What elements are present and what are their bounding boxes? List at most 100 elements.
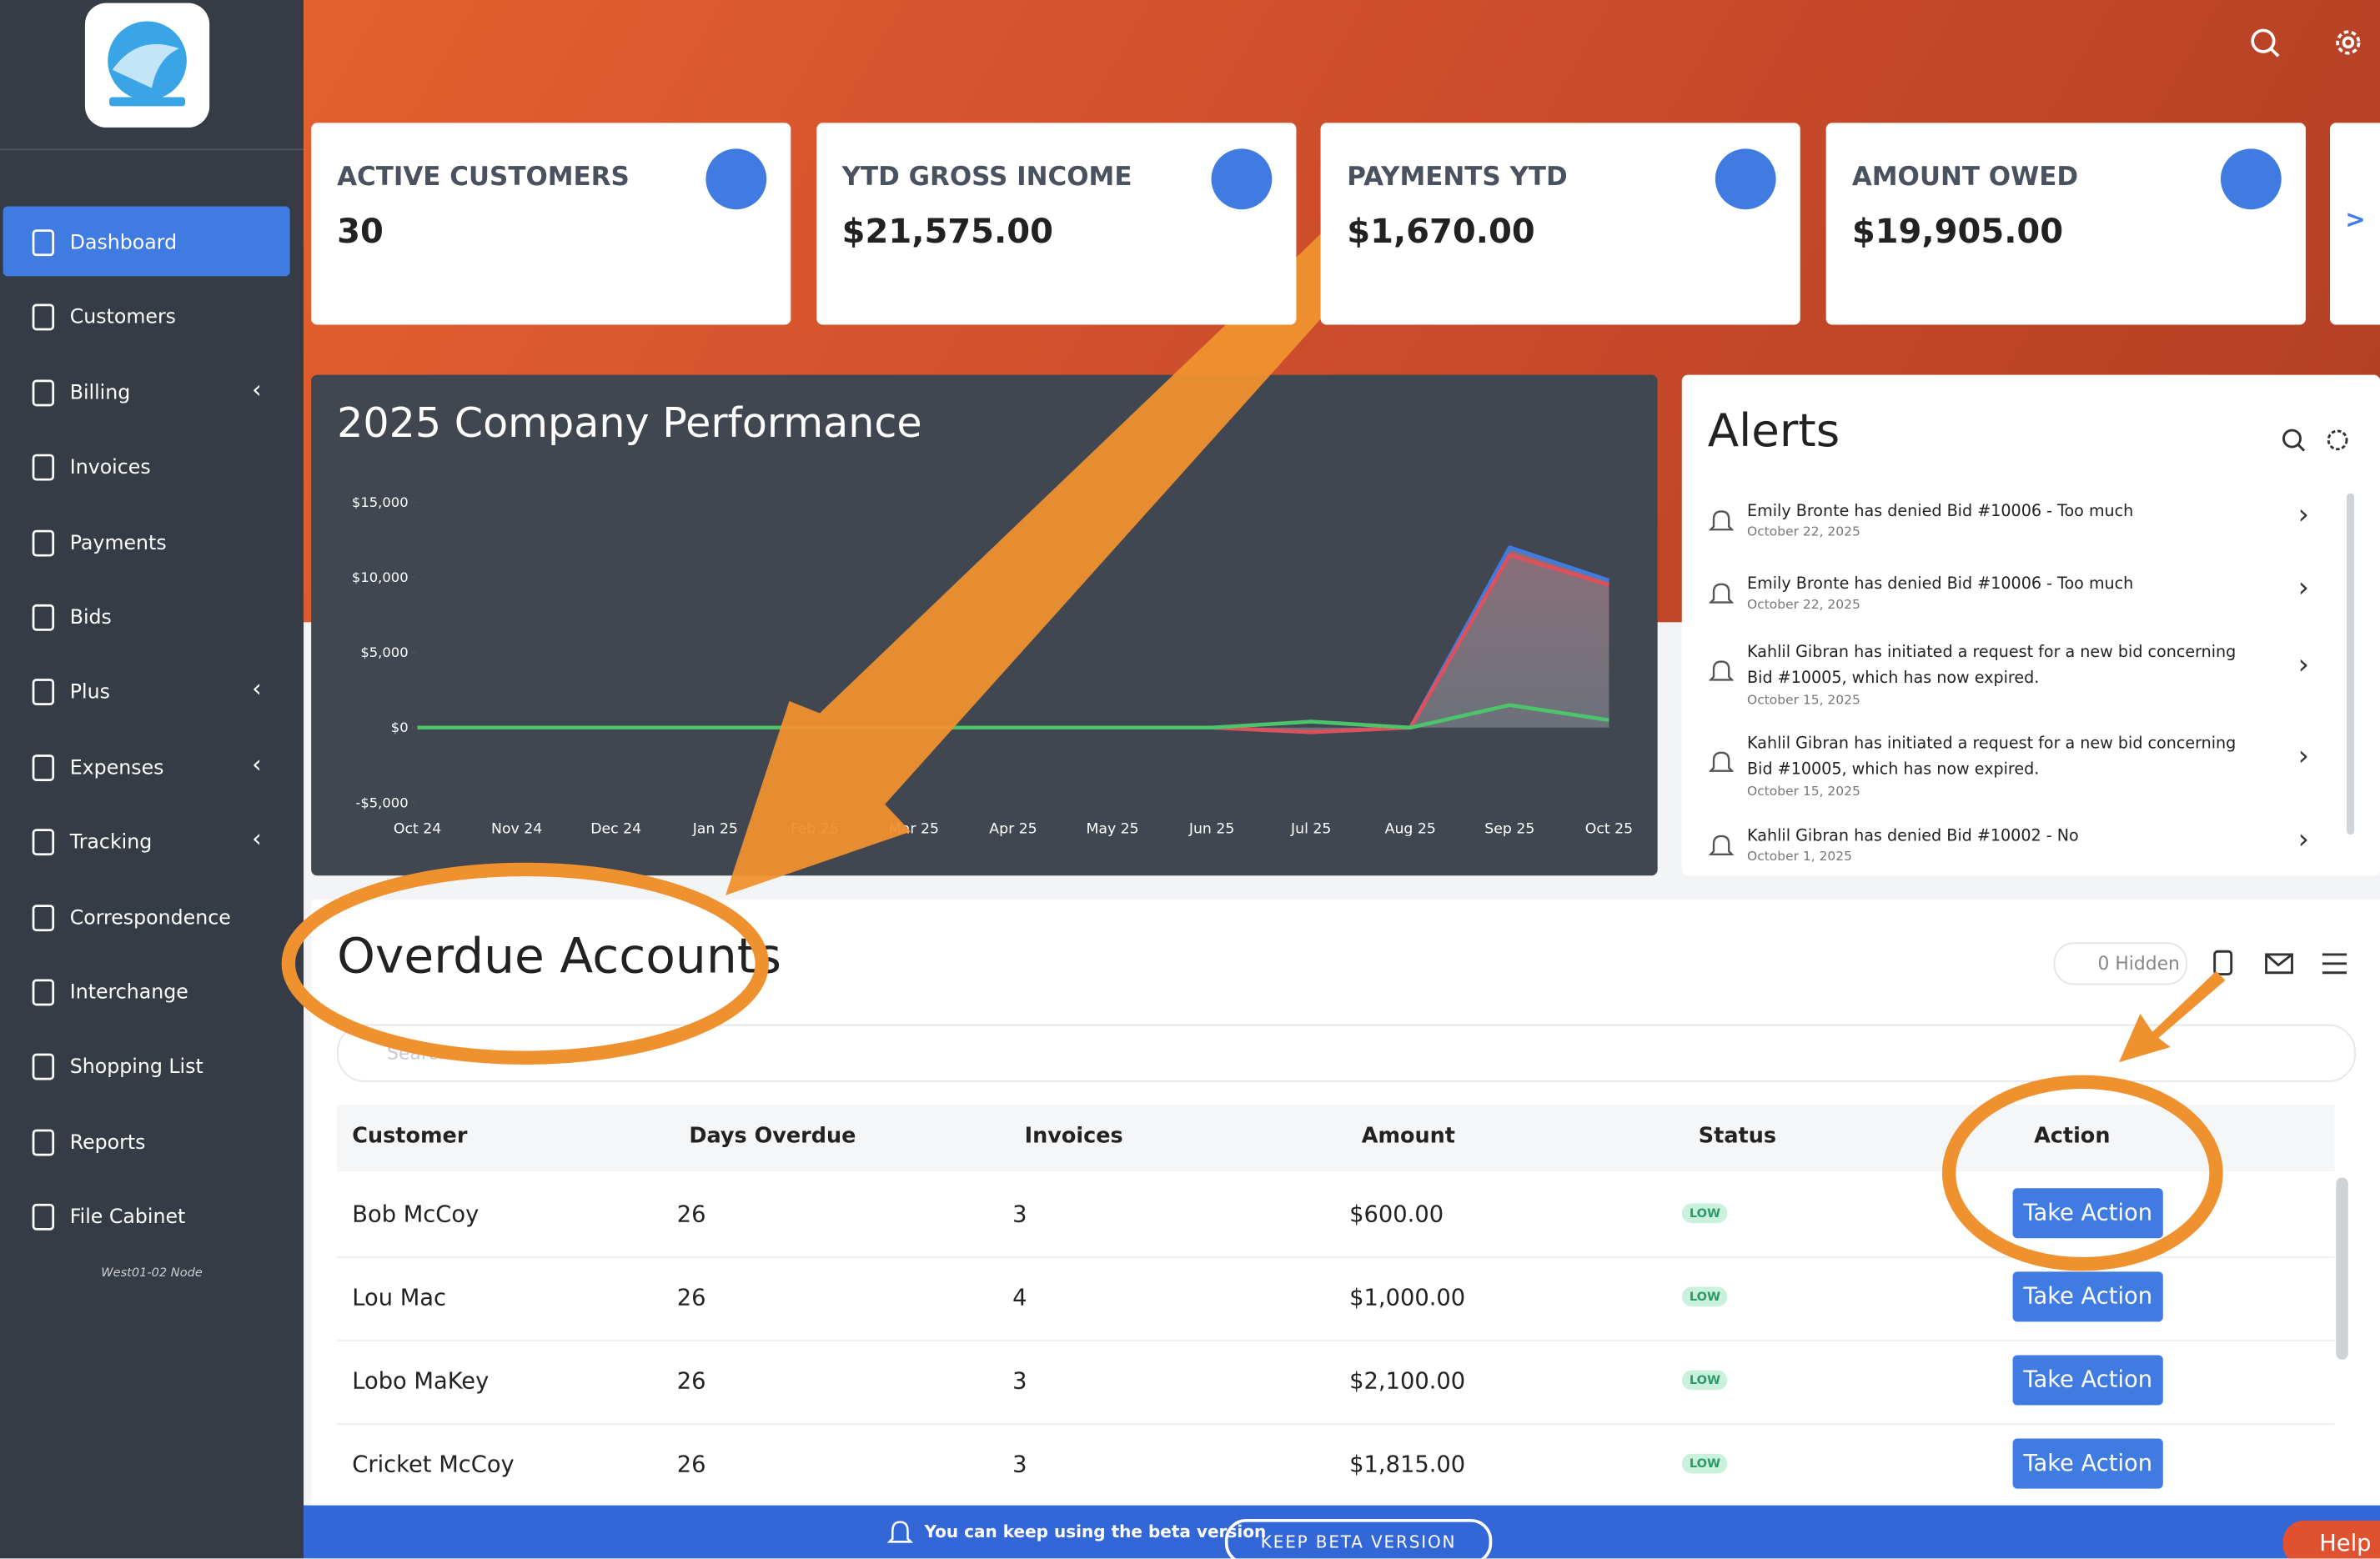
next-card[interactable]: >: [2330, 123, 2380, 325]
bell-icon: [1709, 751, 1734, 772]
card-icon[interactable]: [705, 148, 767, 210]
x-tick-label: Feb 25: [791, 820, 839, 837]
stat-card: ACTIVE CUSTOMERS 30: [311, 123, 791, 325]
nav-icon: [32, 1129, 55, 1156]
nav-item[interactable]: Customers: [0, 288, 304, 348]
x-tick-label: Oct 24: [394, 820, 441, 837]
nav-item[interactable]: Reports: [0, 1112, 304, 1173]
alert-date: October 22, 2025: [1747, 524, 1860, 540]
nav-item[interactable]: Tracking ‹: [0, 812, 304, 873]
column-header: Status: [1698, 1124, 1777, 1149]
alerts-tools[interactable]: [2280, 426, 2359, 454]
card-icon[interactable]: [2221, 148, 2282, 210]
nav-item[interactable]: Shopping List: [0, 1037, 304, 1098]
card-icon[interactable]: [1715, 148, 1777, 210]
nav-item[interactable]: Correspondence: [0, 887, 304, 948]
nav-item[interactable]: Payments: [0, 512, 304, 573]
nav-item[interactable]: Bids: [0, 587, 304, 648]
icon-shape: [32, 604, 55, 631]
table-scrollbar[interactable]: [2336, 1177, 2348, 1360]
alert-text: Kahlil Gibran has denied Bid #10002 - No: [1747, 827, 2079, 845]
icon-shape: [32, 1129, 55, 1156]
alert-chevron: ›: [2297, 572, 2309, 604]
alert-date: October 15, 2025: [1747, 785, 1860, 800]
search-placeholder: Search...: [387, 1042, 468, 1064]
nav-item[interactable]: Dashboard: [0, 213, 304, 273]
nav-label: Expenses: [69, 756, 164, 780]
card-value: 30: [337, 213, 384, 253]
column-header: Invoices: [1024, 1124, 1123, 1149]
column-header: Customer: [352, 1124, 468, 1149]
alert-date: October 15, 2025: [1747, 693, 1860, 709]
cell: 26: [676, 1283, 706, 1311]
nav-item[interactable]: Expenses ‹: [0, 737, 304, 798]
icon-shape: [32, 829, 55, 856]
search-box[interactable]: Search...: [337, 1024, 2356, 1082]
x-tick-label: Jul 25: [1290, 820, 1331, 837]
take-action-button[interactable]: Take Action: [2012, 1271, 2163, 1322]
help-label: Help: [2319, 1529, 2372, 1557]
x-tick-label: Dec 24: [590, 820, 641, 837]
overdue-panel: Overdue Accounts 0 Hidden Search... Cust…: [311, 900, 2380, 1559]
cell: 4: [1012, 1283, 1027, 1311]
y-tick-label: $5,000: [360, 644, 408, 660]
nav-icon: [32, 454, 55, 481]
icon-shape: [32, 979, 55, 1006]
card-title: YTD GROSS INCOME: [841, 162, 1132, 193]
nav-item[interactable]: File Cabinet: [0, 1187, 304, 1248]
stat-card: AMOUNT OWED $19,905.00: [1825, 123, 2307, 325]
overdue-title: Overdue Accounts: [337, 927, 781, 985]
take-action-button[interactable]: Take Action: [2012, 1188, 2163, 1239]
nav-icon: [32, 829, 55, 856]
column-header: Days Overdue: [689, 1124, 856, 1149]
x-tick-label: Sep 25: [1484, 820, 1534, 837]
x-tick-label: Aug 25: [1385, 820, 1436, 837]
alert-chevron: ›: [2297, 824, 2309, 856]
cell: Bob McCoy: [352, 1200, 480, 1228]
cell: Cricket McCoy: [352, 1451, 515, 1478]
nav-label: Payments: [69, 532, 167, 555]
x-tick-label: Jan 25: [692, 820, 738, 837]
alert-text: Emily Bronte has denied Bid #10006 - Too…: [1747, 574, 2134, 594]
nav-item[interactable]: Plus ‹: [0, 662, 304, 723]
column-header: Amount: [1361, 1124, 1455, 1149]
take-action-button[interactable]: Take Action: [2012, 1438, 2163, 1489]
nav-icon: [32, 1204, 55, 1231]
table-tools[interactable]: [2208, 945, 2360, 982]
nav-item[interactable]: Billing ‹: [0, 363, 304, 424]
bell: [1709, 751, 1734, 772]
alerts-panel: Alerts Emily Bronte has denied Bid #1000…: [1681, 374, 2380, 876]
icon-shape: [32, 1204, 55, 1231]
nav-item[interactable]: Interchange: [0, 962, 304, 1023]
alert-item[interactable]: Kahlil Gibran has initiated a request fo…: [1682, 731, 2335, 807]
header-icons[interactable]: [2247, 24, 2368, 63]
alert-item[interactable]: Emily Bronte has denied Bid #10006 - Too…: [1682, 572, 2335, 648]
take-action-button[interactable]: Take Action: [2012, 1355, 2163, 1406]
nav-icon: [32, 229, 55, 257]
nav-item[interactable]: Invoices: [0, 438, 304, 499]
nav-label: File Cabinet: [69, 1206, 186, 1230]
logo[interactable]: [84, 3, 210, 128]
scrollbar[interactable]: [2347, 493, 2355, 835]
nav-icon: [32, 754, 55, 781]
alert-item[interactable]: Kahlil Gibran has denied Bid #10002 - No…: [1682, 824, 2335, 875]
nav-caret: ‹: [252, 374, 262, 404]
column-header: Action: [2034, 1124, 2111, 1149]
cell: $1,000.00: [1349, 1283, 1466, 1311]
nav-icon: [32, 529, 55, 556]
status-badge: LOW: [1681, 1286, 1729, 1307]
keep-beta-button[interactable]: KEEP BETA VERSION: [1224, 1519, 1493, 1559]
help-button[interactable]: Help: [2282, 1520, 2380, 1559]
alert-item[interactable]: Emily Bronte has denied Bid #10006 - Too…: [1682, 499, 2335, 575]
area-fill: [417, 547, 1609, 733]
divider: [0, 148, 304, 151]
card-title: AMOUNT OWED: [1851, 162, 2079, 193]
card-icon[interactable]: [1210, 148, 1272, 210]
alert-item[interactable]: Kahlil Gibran has initiated a request fo…: [1682, 640, 2335, 716]
y-tick-label: $0: [391, 719, 409, 735]
nav-label: Plus: [69, 681, 110, 705]
nav-caret: ‹: [252, 749, 262, 779]
alert-date: October 1, 2025: [1747, 850, 1852, 865]
hidden-toggle[interactable]: 0 Hidden: [2053, 942, 2187, 985]
nav-label: Interchange: [69, 981, 188, 1005]
